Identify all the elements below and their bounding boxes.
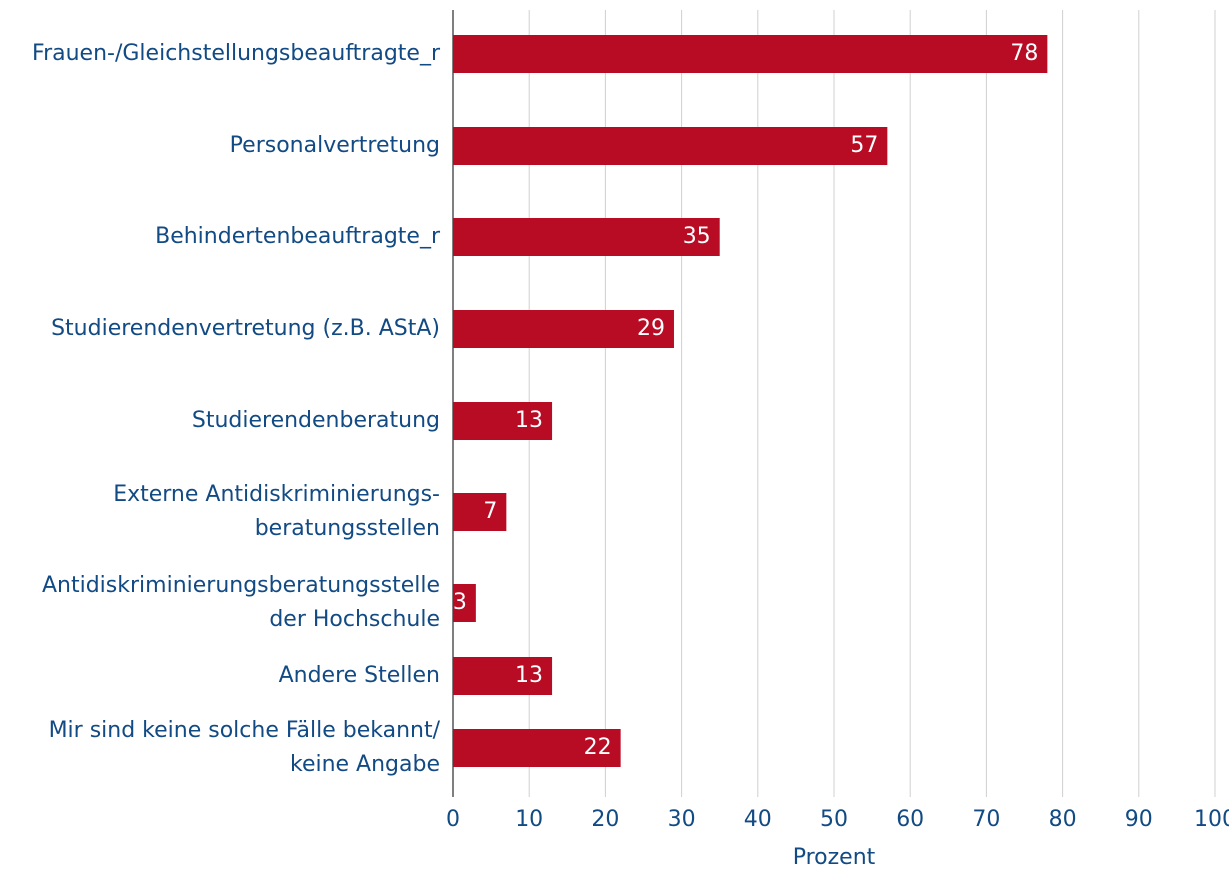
x-tick-label: 10	[515, 807, 543, 832]
x-tick-label: 20	[591, 807, 619, 832]
x-tick-label: 100	[1194, 807, 1229, 832]
value-label: 35	[683, 224, 711, 249]
value-label: 57	[850, 133, 878, 158]
bar	[453, 584, 476, 622]
value-label: 22	[584, 735, 612, 760]
value-label: 29	[637, 316, 665, 341]
value-label: 13	[515, 408, 543, 433]
value-label: 78	[1010, 41, 1038, 66]
x-tick-label: 30	[668, 807, 696, 832]
x-tick-label: 80	[1049, 807, 1077, 832]
x-tick-label: 90	[1125, 807, 1153, 832]
x-axis-title: Prozent	[793, 845, 876, 869]
y-tick-label: Studierendenberatung	[192, 408, 440, 433]
bar	[453, 310, 674, 348]
bar	[453, 35, 1048, 73]
y-tick-label: Studierendenvertretung (z.B. AStA)	[51, 316, 440, 341]
y-tick-label: Frauen-/Gleichstellungsbeauftragte_r	[32, 41, 441, 66]
x-tick-label: 60	[896, 807, 924, 832]
y-tick-label: Antidiskriminierungsberatungsstelle der H…	[42, 573, 440, 632]
bar	[453, 402, 553, 440]
value-label: 13	[515, 663, 543, 688]
bar	[453, 218, 720, 256]
y-tick-label: Mir sind keine solche Fälle bekannt/kein…	[49, 718, 441, 777]
x-tick-label: 0	[446, 807, 460, 832]
y-tick-label: Personalvertretung	[230, 133, 440, 158]
value-label: 7	[483, 499, 497, 524]
y-tick-label: Andere Stellen	[279, 663, 440, 688]
x-tick-label: 70	[972, 807, 1000, 832]
y-tick-label: Behindertenbeauftragte_r	[155, 224, 441, 249]
y-tick-label: Externe Antidiskriminierungs-beratungsst…	[113, 482, 440, 541]
x-tick-label: 40	[744, 807, 772, 832]
bar	[453, 127, 888, 165]
bar	[453, 493, 507, 531]
value-label: 3	[453, 590, 467, 615]
bar	[453, 657, 553, 695]
x-tick-label: 50	[820, 807, 848, 832]
bar	[453, 729, 621, 767]
